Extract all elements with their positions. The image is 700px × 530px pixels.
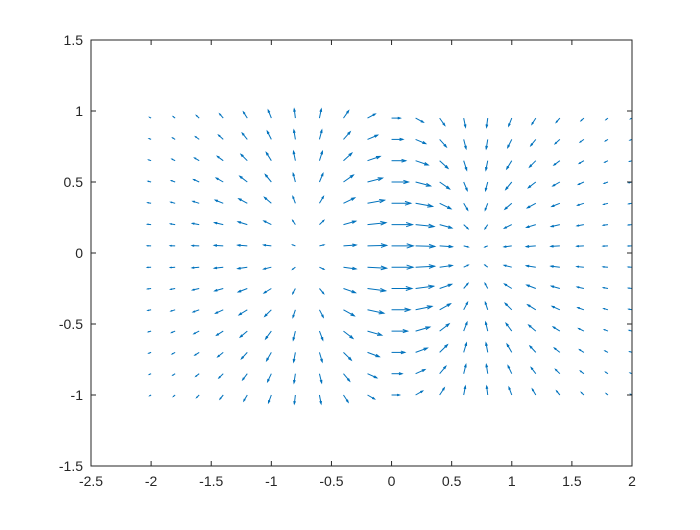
arrow-head: [606, 372, 607, 373]
arrow-head: [629, 203, 630, 204]
arrow-head: [148, 288, 149, 289]
x-tick-label: -0.5: [319, 473, 343, 489]
x-tick-label: -1.5: [199, 473, 223, 489]
quiver-arrow: [628, 246, 632, 247]
x-tick-label: 0.5: [442, 473, 462, 489]
quiver-arrow: [603, 246, 608, 247]
arrow-head: [485, 265, 486, 266]
y-tick-label: -1: [71, 387, 84, 403]
arrow-head: [293, 268, 294, 269]
arrow-head: [147, 245, 148, 246]
arrow-head: [605, 140, 606, 141]
arrow-head: [603, 246, 604, 247]
quiver-arrow: [628, 288, 632, 289]
y-tick-label: -0.5: [59, 316, 83, 332]
arrow-head: [605, 351, 606, 352]
y-tick-label: 0.5: [64, 174, 84, 190]
arrow-head: [606, 394, 607, 395]
arrow-head: [629, 309, 630, 310]
x-tick-label: -2.5: [79, 473, 103, 489]
arrow-head: [603, 266, 604, 267]
quiver-arrow: [147, 267, 151, 268]
quiver-arrow: [628, 267, 632, 268]
arrow-head: [604, 309, 605, 310]
arrow-head: [628, 267, 629, 268]
arrow-head: [628, 288, 629, 289]
arrow-head: [173, 138, 174, 139]
arrow-head: [173, 375, 174, 376]
y-tick-label: 0: [75, 245, 83, 261]
x-tick-label: 1: [508, 473, 516, 489]
quiver-arrow: [150, 395, 151, 396]
arrow-head: [148, 181, 149, 182]
x-tick-label: -1: [265, 473, 278, 489]
arrow-head: [147, 267, 148, 268]
arrow-head: [173, 396, 174, 397]
arrow-head: [147, 224, 148, 225]
arrow-head: [467, 246, 468, 247]
arrow-head: [606, 119, 607, 120]
quiver-arrow: [170, 245, 175, 246]
x-tick-label: 0: [388, 473, 396, 489]
arrow-head: [171, 181, 172, 182]
arrow-head: [485, 246, 486, 247]
arrow-head: [323, 245, 324, 246]
y-tick-label: 1: [75, 103, 83, 119]
arrow-head: [148, 203, 149, 204]
arrow-head: [170, 245, 171, 246]
arrow-head: [170, 267, 171, 268]
quiver-arrow: [147, 245, 151, 246]
axes-background: [91, 40, 632, 466]
arrow-head: [293, 245, 294, 246]
x-tick-label: -2: [145, 473, 158, 489]
arrow-head: [173, 117, 174, 118]
arrow-head: [603, 287, 604, 288]
quiver-arrow: [150, 117, 152, 118]
arrow-head: [628, 246, 629, 247]
arrow-head: [604, 204, 605, 205]
arrow-head: [172, 353, 173, 354]
arrow-head: [171, 289, 172, 290]
arrow-head: [603, 225, 604, 226]
arrow-head: [604, 183, 605, 184]
arrow-head: [629, 330, 630, 331]
arrow-head: [628, 224, 629, 225]
arrow-head: [171, 202, 172, 203]
arrow-head: [170, 224, 171, 225]
quiver-arrow: [148, 288, 152, 289]
x-tick-label: 1.5: [562, 473, 582, 489]
arrow-head: [171, 310, 172, 311]
quiver-arrow: [628, 224, 632, 225]
x-tick-label: 2: [628, 473, 636, 489]
y-tick-label: -1.5: [59, 458, 83, 474]
y-tick-label: 1.5: [64, 32, 84, 48]
arrow-head: [148, 331, 149, 332]
arrow-head: [148, 310, 149, 311]
quiver-arrow: [147, 224, 151, 225]
